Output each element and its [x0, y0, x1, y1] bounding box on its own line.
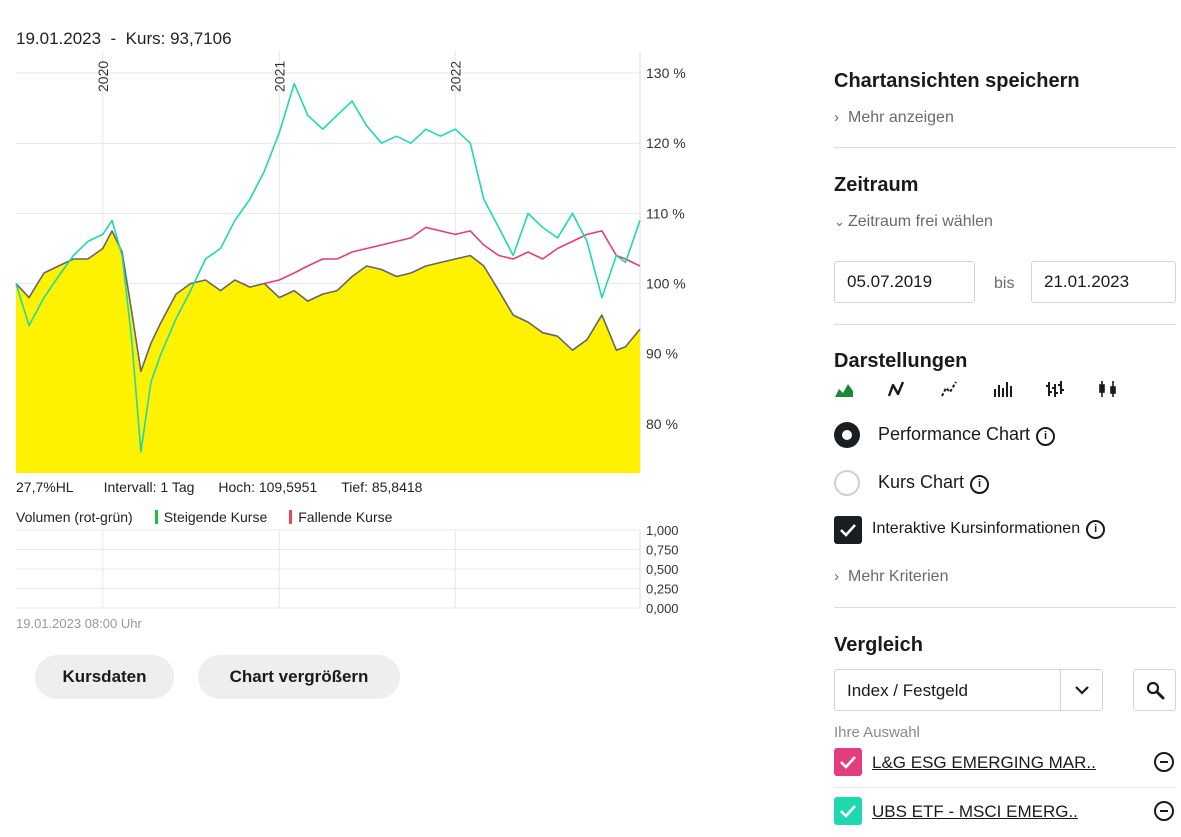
show-more-link[interactable]: › Mehr anzeigen	[834, 109, 1176, 127]
area-fill	[16, 230, 640, 473]
selection-label: Ihre Auswahl	[834, 724, 920, 741]
price-chart-option[interactable]: Kurs Chart i	[878, 472, 990, 494]
performance-chart[interactable]: 130 % 120 % 110 % 100 % 90 % 80 % 2020 2021 2022	[0, 52, 700, 477]
interactive-info-label: Interaktive Kursinformationen	[872, 520, 1081, 537]
stat-high: Hoch: 109,5951	[218, 479, 318, 495]
candlestick-chart-icon[interactable]	[1098, 379, 1118, 399]
check-icon	[840, 756, 856, 769]
performance-chart-radio[interactable]	[834, 422, 860, 448]
header-separator: -	[110, 29, 117, 48]
remove-icon[interactable]	[1154, 752, 1174, 772]
chart-stats: 27,7%HL Intervall: 1 Tag Hoch: 109,5951 Tie…	[16, 479, 446, 495]
compare-item-checkbox[interactable]	[834, 797, 862, 825]
chart-enlarge-button[interactable]: Chart vergrößern	[198, 655, 400, 699]
y-tick-label: 130 %	[646, 65, 686, 81]
info-icon[interactable]: i	[1086, 520, 1106, 539]
divider	[834, 607, 1176, 608]
show-more-label: Mehr anzeigen	[848, 109, 954, 126]
stat-hl: 27,7%HL	[16, 479, 74, 495]
series-line-0	[15, 230, 641, 373]
search-button[interactable]	[1133, 669, 1176, 711]
divider	[834, 324, 1176, 325]
y-tick-label: 90 %	[646, 346, 678, 362]
volume-legend: Volumen (rot-grün) Steigende Kurse Fallend…	[16, 509, 392, 525]
date-to-input[interactable]	[1031, 261, 1176, 303]
check-icon	[840, 805, 856, 818]
x-tick-label: 2021	[271, 61, 287, 92]
free-period-label: Zeitraum frei wählen	[848, 213, 993, 230]
index-select[interactable]	[834, 669, 1103, 711]
chevron-right-icon: ›	[834, 568, 839, 585]
interactive-info-option[interactable]: Interaktive Kursinformationen i	[872, 520, 1106, 539]
divider	[834, 147, 1176, 148]
kursdaten-button[interactable]: Kursdaten	[35, 655, 174, 699]
y-tick-label: 0,750	[646, 543, 679, 558]
search-icon	[1146, 681, 1165, 700]
volume-title: Volumen (rot-grün)	[16, 509, 133, 525]
x-tick-label: 2020	[95, 61, 111, 92]
date-range-separator: bis	[994, 275, 1015, 292]
performance-chart-option[interactable]: Performance Chart i	[878, 424, 1056, 446]
divider	[834, 787, 1176, 788]
y-tick-label: 100 %	[646, 276, 686, 292]
performance-chart-label: Performance Chart	[878, 424, 1031, 444]
header-price: Kurs: 93,7106	[125, 29, 232, 48]
chevron-down-icon[interactable]	[1074, 684, 1090, 696]
y-tick-label: 0,000	[646, 601, 679, 616]
display-heading: Darstellungen	[834, 350, 968, 372]
info-icon[interactable]: i	[1036, 427, 1056, 446]
save-views-heading: Chartansichten speichern	[834, 70, 1080, 92]
y-tick-label: 0,250	[646, 582, 679, 597]
check-icon	[840, 524, 856, 537]
chevron-down-icon: ⌄	[834, 214, 845, 229]
y-tick-label: 0,500	[646, 562, 679, 577]
series-line-1	[264, 226, 641, 285]
falling-marker	[289, 510, 293, 524]
bar-chart-icon[interactable]	[992, 379, 1012, 399]
more-criteria-link[interactable]: › Mehr Kriterien	[834, 568, 1176, 586]
period-heading: Zeitraum	[834, 174, 919, 196]
compare-heading: Vergleich	[834, 634, 923, 656]
rising-label: Steigende Kurse	[163, 509, 268, 525]
compare-item-link[interactable]: UBS ETF - MSCI EMERG..	[872, 802, 1078, 821]
select-separator	[1060, 670, 1061, 710]
interactive-info-checkbox[interactable]	[834, 516, 862, 544]
compare-item-link[interactable]: L&G ESG EMERGING MAR..	[872, 753, 1096, 772]
stat-interval: Intervall: 1 Tag	[103, 479, 195, 495]
price-chart-label: Kurs Chart	[878, 472, 965, 492]
price-chart-radio[interactable]	[834, 470, 860, 496]
y-tick-label: 110 %	[646, 205, 685, 221]
remove-icon[interactable]	[1154, 801, 1174, 821]
header-date: 19.01.2023	[16, 29, 102, 48]
x-tick-label: 2022	[447, 61, 463, 92]
chevron-right-icon: ›	[834, 109, 839, 126]
chart-header: 19.01.2023 - Kurs: 93,7106	[16, 29, 232, 49]
stat-low: Tief: 85,8418	[341, 479, 423, 495]
chart-timestamp: 19.01.2023 08:00 Uhr	[16, 616, 142, 631]
dotted-line-chart-icon[interactable]	[939, 379, 959, 399]
rising-marker	[154, 510, 158, 524]
y-tick-label: 120 %	[646, 135, 686, 151]
series-line-2	[15, 82, 641, 453]
date-from-input[interactable]	[834, 261, 975, 303]
falling-label: Fallende Kurse	[298, 509, 393, 525]
volume-chart: 1,000 0,750 0,500 0,250 0,000	[16, 526, 679, 616]
compare-item-checkbox[interactable]	[834, 748, 862, 776]
y-tick-label: 1,000	[646, 526, 679, 538]
more-criteria-label: Mehr Kriterien	[848, 568, 949, 585]
info-icon[interactable]: i	[970, 475, 990, 494]
free-period-toggle[interactable]: ⌄ Zeitraum frei wählen	[834, 213, 1176, 231]
index-select-value: Index / Festgeld	[847, 681, 968, 700]
area-chart-icon[interactable]	[834, 379, 854, 399]
ohlc-chart-icon[interactable]	[1045, 379, 1065, 399]
line-chart-icon[interactable]	[886, 379, 906, 399]
y-tick-label: 80 %	[646, 416, 678, 432]
